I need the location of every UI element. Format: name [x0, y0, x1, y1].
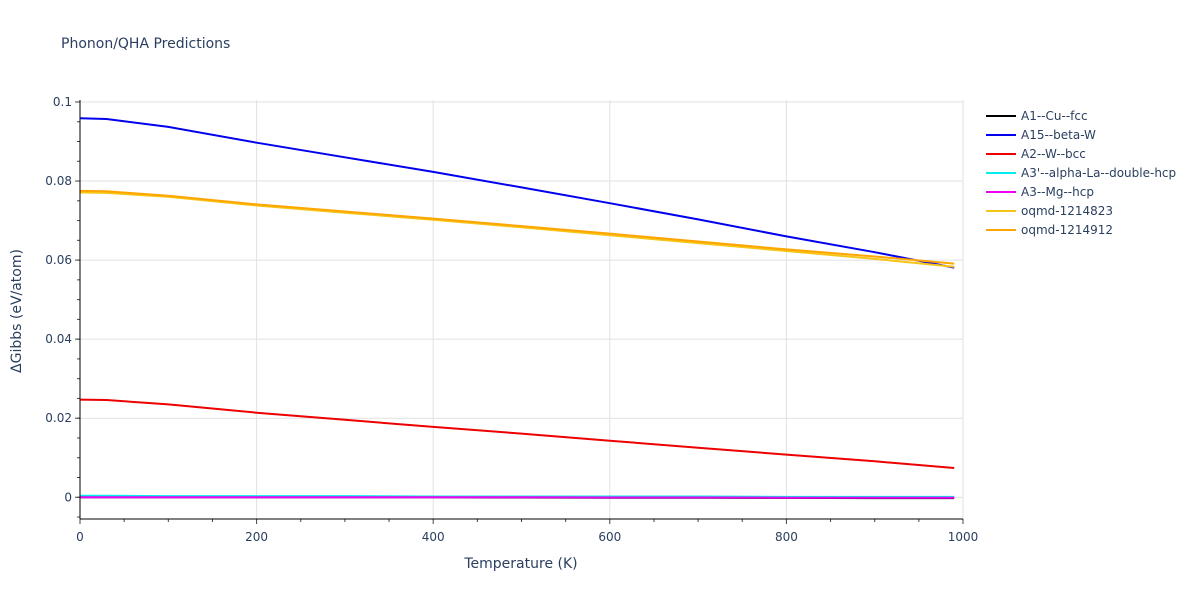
legend-item[interactable]: A3'--alpha-La--double-hcp: [986, 163, 1176, 182]
x-tick-label: 800: [775, 530, 798, 544]
grid-lines: [80, 100, 964, 519]
y-axis-title: ΔGibbs (eV/atom): [9, 249, 25, 373]
axes: 0 200 400 600 800 1000 0 0.02 0.04 0.06 0.08 0.1: [45, 95, 978, 544]
y-tick-label: 0.02: [45, 411, 72, 425]
legend-label: oqmd-1214823: [1021, 203, 1114, 218]
legend-label: A3--Mg--hcp: [1021, 184, 1094, 199]
series-line[interactable]: [79, 189, 955, 265]
legend: A1--Cu--fcc A15--beta-W A2--W--bcc A3'--alp…: [986, 106, 1176, 239]
series-line[interactable]: [79, 398, 955, 469]
legend-line-icon: [986, 171, 1016, 174]
legend-label: A15--beta-W: [1021, 127, 1096, 142]
legend-line-icon: [986, 190, 1016, 193]
series-line[interactable]: [79, 191, 955, 268]
legend-line-icon: [986, 209, 1016, 212]
legend-label: A2--W--bcc: [1021, 146, 1086, 161]
y-tick-label: 0.04: [45, 332, 72, 346]
legend-line-icon: [986, 228, 1016, 231]
legend-item[interactable]: oqmd-1214912: [986, 220, 1176, 239]
y-tick-label: 0.06: [45, 253, 72, 267]
legend-line-icon: [986, 114, 1016, 117]
legend-item[interactable]: A3--Mg--hcp: [986, 182, 1176, 201]
series-lines: [79, 117, 955, 500]
legend-label: oqmd-1214912: [1021, 222, 1114, 237]
y-tick-label: 0: [64, 490, 72, 504]
x-tick-label: 600: [598, 530, 621, 544]
x-tick-label: 400: [422, 530, 445, 544]
x-tick-label: 200: [245, 530, 268, 544]
legend-label: A1--Cu--fcc: [1021, 108, 1088, 123]
legend-item[interactable]: A2--W--bcc: [986, 144, 1176, 163]
y-tick-label: 0.08: [45, 174, 72, 188]
chart-title: Phonon/QHA Predictions: [61, 36, 231, 52]
legend-item[interactable]: A1--Cu--fcc: [986, 106, 1176, 125]
legend-item[interactable]: A15--beta-W: [986, 125, 1176, 144]
x-tick-label: 0: [76, 530, 84, 544]
y-tick-label: 0.1: [53, 95, 72, 109]
x-axis-title: Temperature (K): [463, 556, 577, 572]
series-line[interactable]: [79, 117, 955, 269]
legend-line-icon: [986, 133, 1016, 136]
legend-line-icon: [986, 152, 1016, 155]
legend-item[interactable]: oqmd-1214823: [986, 201, 1176, 220]
x-tick-label: 1000: [948, 530, 979, 544]
legend-label: A3'--alpha-La--double-hcp: [1021, 165, 1177, 180]
